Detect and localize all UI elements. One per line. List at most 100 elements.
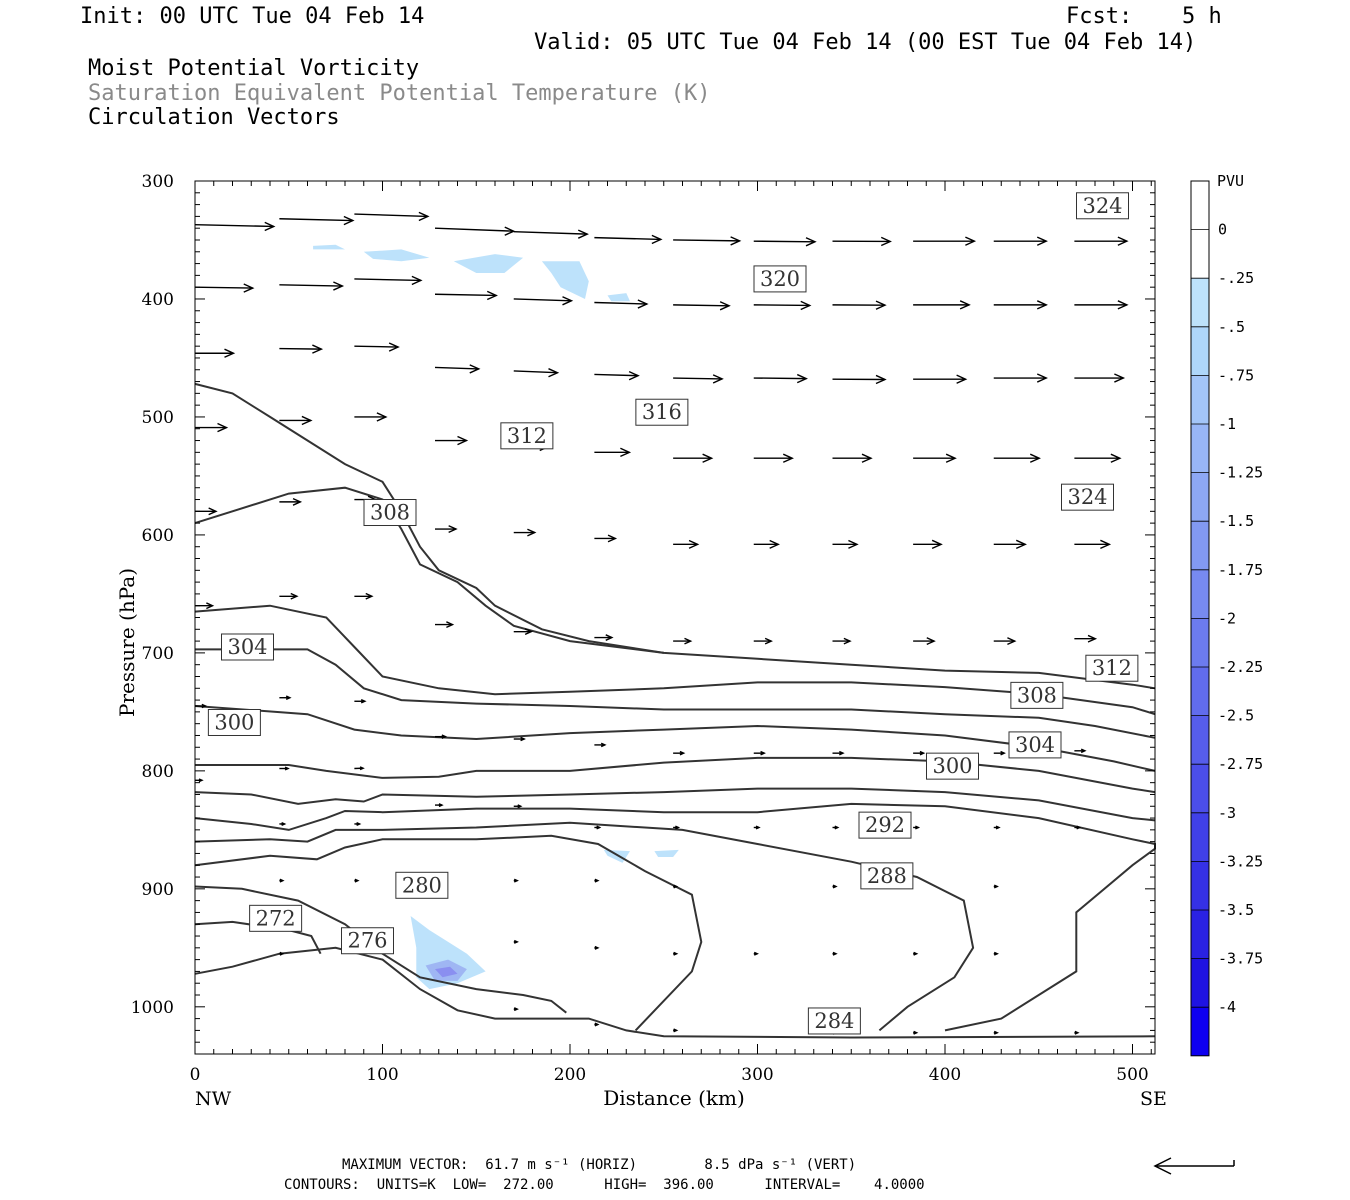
vector-arrow-23	[1074, 300, 1129, 310]
contour-label-300-11: 300	[926, 752, 979, 780]
vector-arrow-61	[279, 592, 299, 600]
plot-frame	[194, 180, 1156, 1055]
vector-arrow-7	[753, 237, 817, 247]
contour-info-note: CONTOURS: UNITS=K LOW= 272.00 HIGH= 396.…	[284, 1177, 925, 1193]
vector-arrow-28	[513, 368, 560, 378]
vector-arrow-119	[1074, 1030, 1080, 1035]
vector-arrow-70	[993, 637, 1017, 646]
vector-arrow-12	[194, 283, 255, 293]
vector-arrow-20	[832, 300, 887, 310]
contour-label-324-7: 324	[1061, 483, 1114, 511]
vector-arrow-32	[832, 374, 887, 385]
colorbar-label-1: -.25	[1218, 269, 1254, 287]
vector-arrow-83	[1074, 748, 1087, 754]
svg-text:288: 288	[867, 864, 907, 888]
field-title-vectors: Circulation Vectors	[88, 105, 340, 130]
colorbar-label-10: -2.5	[1218, 707, 1254, 725]
vector-arrow-19	[753, 300, 812, 311]
mpv-region-2	[453, 254, 524, 273]
x-end-label-nw: NW	[195, 1088, 232, 1110]
y-axis-label: Pressure (hPa)	[115, 568, 139, 717]
vector-arrow-10	[993, 236, 1048, 246]
vector-arrow-63	[435, 621, 455, 628]
svg-text:272: 272	[256, 906, 296, 930]
valid-time: Valid: 05 UTC Tue 04 Feb 14 (00 EST Tue …	[534, 30, 1197, 55]
x-tick-label-400: 400	[929, 1065, 961, 1085]
vector-arrow-27	[434, 364, 481, 374]
colorbar-swatch-10	[1191, 667, 1209, 716]
vector-arrow-79	[753, 750, 766, 756]
vector-arrow-43	[753, 453, 794, 463]
y-tick-label-800: 800	[142, 762, 174, 782]
vector-arrow-42	[673, 453, 714, 463]
vector-arrow-110	[832, 951, 838, 956]
vector-arrow-0	[194, 221, 276, 232]
vector-arrow-15	[434, 290, 498, 301]
circulation-vector-layer	[194, 211, 1129, 1035]
colorbar-label-11: -2.75	[1218, 755, 1263, 773]
contour-label-304-5: 304	[221, 633, 274, 661]
vector-arrow-55	[753, 539, 780, 549]
vector-arrow-18	[673, 301, 731, 311]
colorbar-swatch-1	[1191, 229, 1209, 279]
vector-arrow-96	[279, 821, 287, 826]
vector-arrow-89	[594, 825, 602, 830]
vector-arrow-88	[513, 804, 523, 809]
vector-arrow-36	[195, 422, 229, 433]
contour-label-284-17: 284	[807, 1007, 861, 1035]
colorbar-swatch-2	[1191, 278, 1209, 327]
colorbar-label-12: -3	[1218, 804, 1236, 822]
contour-label-308-9: 308	[1010, 681, 1064, 709]
vector-arrow-97	[354, 821, 362, 826]
y-tick-label-300: 300	[142, 172, 174, 192]
vector-arrow-117	[913, 1030, 919, 1035]
vector-arrow-3	[434, 226, 516, 236]
contour-284	[194, 834, 703, 1032]
contour-292	[194, 802, 1156, 1032]
vector-arrow-11	[1074, 236, 1129, 246]
colorbar-swatch-9	[1191, 618, 1209, 667]
vector-arrow-91	[753, 825, 761, 830]
vector-arrow-113	[513, 1007, 519, 1012]
colorbar: PVU 0 -.25 -.5 -.75 -1 -1.25 -1.5 -1.75 -2 -2.25 -2…	[1190, 172, 1263, 1057]
vector-arrow-74	[354, 698, 367, 704]
x-tick-label-500: 500	[1116, 1065, 1148, 1085]
contour-308	[195, 648, 1156, 739]
svg-text:276: 276	[347, 929, 387, 953]
contour-label-276-16: 276	[341, 927, 394, 955]
mpv-region-3	[541, 261, 589, 299]
contour-label-312-3: 312	[500, 422, 554, 450]
svg-text:320: 320	[760, 267, 800, 291]
colorbar-swatch-14	[1191, 861, 1209, 910]
vector-arrow-98	[279, 878, 285, 883]
vector-arrow-47	[1074, 453, 1122, 463]
vector-arrow-65	[594, 634, 614, 641]
vector-arrow-59	[1074, 539, 1112, 550]
mpv-region-0	[313, 244, 345, 250]
vector-arrow-78	[673, 750, 686, 756]
vector-arrow-99	[354, 878, 360, 883]
colorbar-swatch-16	[1191, 958, 1209, 1008]
colorbar-swatch-7	[1191, 521, 1209, 570]
vector-arrow-75	[435, 734, 448, 739]
vector-arrow-49	[279, 497, 303, 506]
vector-arrow-58	[993, 539, 1027, 550]
vector-arrow-26	[354, 342, 400, 352]
vector-arrow-82	[993, 750, 1006, 756]
colorbar-label-5: -1.25	[1218, 464, 1263, 482]
svg-text:312: 312	[1092, 656, 1132, 680]
colorbar-label-2: -.5	[1218, 318, 1245, 336]
contour-label-324-0: 324	[1076, 192, 1129, 220]
contour-label-300-6: 300	[207, 708, 261, 736]
vector-arrow-73	[279, 695, 292, 701]
colorbar-label-0: 0	[1218, 221, 1227, 239]
svg-text:292: 292	[865, 813, 905, 837]
vector-arrow-111	[913, 951, 919, 956]
vector-arrow-37	[279, 415, 313, 426]
contour-280	[194, 885, 567, 1014]
contour-300	[195, 756, 1156, 794]
vector-arrow-8	[832, 236, 892, 247]
colorbar-swatch-3	[1191, 326, 1209, 376]
y-tick-label-700: 700	[142, 644, 174, 664]
